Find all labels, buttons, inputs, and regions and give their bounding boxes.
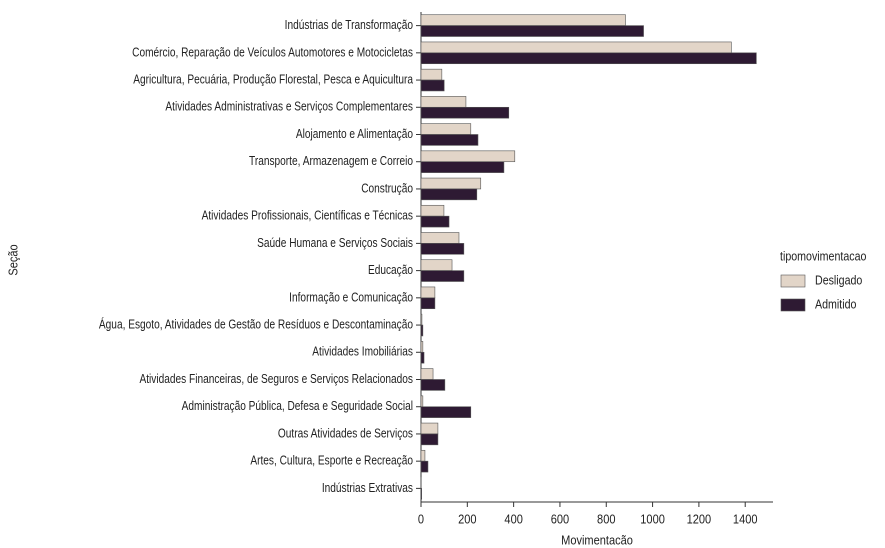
- y-tick-label: Transporte, Armazenagem e Correio: [249, 154, 413, 168]
- bar: [420, 14, 626, 26]
- bar: [420, 488, 422, 500]
- x-tick-label: 600: [551, 512, 570, 527]
- y-tick-label: Atividades Administrativas e Serviços Co…: [165, 100, 413, 114]
- bar: [420, 379, 446, 391]
- bar: [420, 25, 644, 37]
- x-tick-label: 1000: [640, 512, 665, 527]
- bar: [420, 123, 472, 135]
- bar: [420, 204, 445, 217]
- bar: [420, 449, 426, 462]
- bar: [420, 161, 505, 173]
- x-axis-label: Movimentacão: [561, 533, 633, 548]
- bar: [420, 177, 482, 190]
- bar: [420, 406, 472, 418]
- bar: [420, 232, 460, 244]
- bar: [420, 433, 439, 446]
- legend-swatch: [780, 298, 806, 312]
- legend-title: tipomovimentacao: [780, 248, 867, 263]
- bar: [420, 68, 443, 81]
- bar: [420, 150, 516, 163]
- y-tick-label: Atividades Imobiliárias: [312, 345, 413, 359]
- y-tick-label: Água, Esgoto, Atividades de Gestão de Re…: [99, 317, 413, 331]
- legend-label: Desligado: [815, 272, 863, 287]
- bar: [420, 243, 465, 255]
- legend-swatch: [780, 274, 806, 288]
- bar: [420, 52, 757, 65]
- y-tick-label: Informação e Comunicação: [289, 290, 413, 304]
- bar: [420, 79, 445, 92]
- x-tick-label: 400: [504, 512, 523, 527]
- y-tick-label: Indústrias de Transformação: [285, 18, 413, 32]
- y-tick-label: Comércio, Reparação de Veículos Automoto…: [132, 45, 413, 59]
- y-tick-label: Educação: [368, 263, 413, 277]
- y-tick-label: Administração Pública, Defesa e Segurida…: [182, 399, 413, 413]
- bar: [420, 351, 425, 364]
- y-tick-label: Outras Atividades de Serviços: [278, 426, 413, 440]
- bar: [420, 422, 439, 435]
- bar: [420, 134, 479, 146]
- bar: [420, 313, 423, 326]
- bar: [420, 106, 510, 119]
- x-tick-label: 1200: [687, 512, 712, 527]
- x-tick-label: 0: [418, 512, 424, 527]
- bar: [420, 96, 467, 108]
- bar: [420, 286, 436, 299]
- x-tick-label: 800: [597, 512, 616, 527]
- bar: [420, 297, 436, 310]
- bar: [420, 41, 732, 54]
- bar: [420, 259, 453, 271]
- x-tick-label: 1400: [733, 512, 758, 527]
- legend-label: Admitido: [815, 296, 857, 311]
- bar: [420, 215, 450, 228]
- y-tick-label: Alojamento e Alimentação: [296, 127, 413, 141]
- y-tick-label: Atividades Financeiras, de Seguros e Ser…: [139, 372, 413, 386]
- bar: [420, 324, 424, 337]
- y-tick-label: Saúde Humana e Serviços Sociais: [257, 236, 413, 250]
- y-axis-label: Seção: [6, 244, 21, 276]
- bar: [420, 395, 424, 408]
- bar: [420, 341, 424, 353]
- bar: [420, 368, 434, 380]
- bar: [420, 460, 429, 473]
- y-tick-label: Agricultura, Pecuária, Produção Floresta…: [133, 72, 413, 86]
- y-tick-label: Construção: [361, 181, 413, 195]
- y-tick-label: Artes, Cultura, Esporte e Recreação: [250, 453, 413, 467]
- bar: [420, 188, 478, 201]
- bar: [420, 270, 465, 282]
- y-tick-label: Atividades Profissionais, Científicas e …: [202, 208, 414, 222]
- x-tick-label: 200: [458, 512, 477, 527]
- y-tick-label: Indústrias Extrativas: [322, 481, 413, 495]
